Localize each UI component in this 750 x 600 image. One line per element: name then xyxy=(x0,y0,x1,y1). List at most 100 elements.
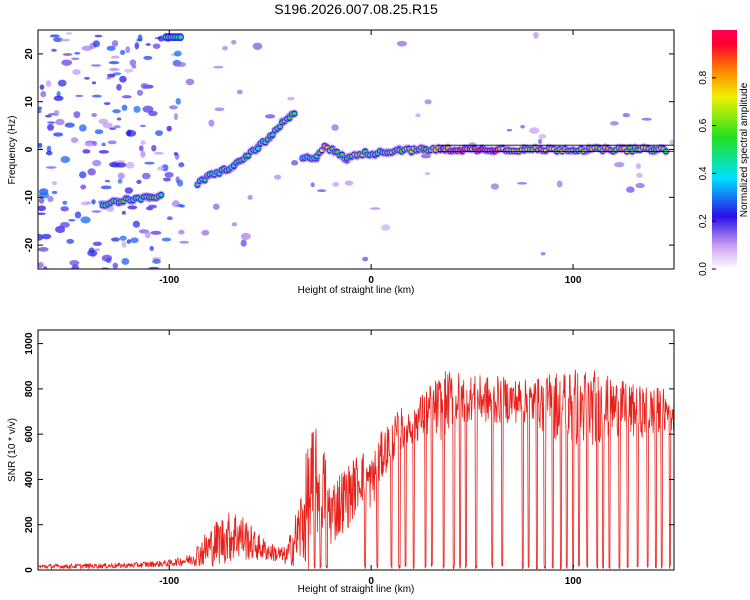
x-tick-label: 0 xyxy=(368,275,374,286)
y-tick-label: 800 xyxy=(24,380,35,397)
colorbar-ticks: 0.0 0.2 0.4 0.6 0.8 xyxy=(698,70,716,276)
snr-y-label: SNR (10 * v/v) xyxy=(7,418,18,482)
noise-speck xyxy=(60,155,71,164)
noise-speck xyxy=(38,233,44,241)
noise-speck xyxy=(316,189,327,193)
noise-speck xyxy=(38,212,46,216)
noise-speck xyxy=(41,233,52,240)
noise-speck xyxy=(87,249,98,257)
noise-speck xyxy=(112,72,122,76)
noise-speck xyxy=(38,143,43,149)
noise-speck xyxy=(212,203,220,210)
noise-speck xyxy=(60,206,69,212)
noise-speck xyxy=(126,129,132,137)
noise-speck xyxy=(538,134,547,139)
spectrogram-y-label: Frequency (Hz) xyxy=(7,116,18,185)
x-tick-label: 0 xyxy=(368,576,374,587)
noise-speck xyxy=(140,140,146,145)
noise-speck xyxy=(247,194,253,200)
noise-speck xyxy=(140,83,148,89)
noise-speck xyxy=(79,124,87,132)
noise-speck xyxy=(107,140,117,145)
noise-speck xyxy=(332,182,340,187)
noise-speck xyxy=(91,210,102,213)
noise-speck xyxy=(415,113,421,118)
y-tick-label: -20 xyxy=(24,237,35,252)
noise-speck xyxy=(162,177,171,182)
noise-speck xyxy=(119,75,127,83)
y-tick-label: 200 xyxy=(24,516,35,533)
noise-speck xyxy=(381,224,391,231)
noise-speck xyxy=(53,37,63,43)
noise-speck xyxy=(121,104,128,111)
noise-speck xyxy=(121,258,130,265)
noise-speck xyxy=(231,39,237,45)
noise-speck xyxy=(635,182,645,189)
noise-speck xyxy=(61,59,73,66)
noise-speck xyxy=(103,102,111,105)
y-tick-label: 600 xyxy=(24,425,35,442)
noise-speck xyxy=(98,118,109,125)
noise-speck xyxy=(636,172,643,179)
x-tick-label: 100 xyxy=(565,275,582,286)
noise-speck xyxy=(141,172,151,180)
noise-speck xyxy=(75,94,84,98)
noise-speck xyxy=(362,256,369,262)
noise-speck xyxy=(113,125,121,129)
noise-speck xyxy=(144,231,151,239)
noise-speck xyxy=(148,206,157,209)
noise-speck xyxy=(40,90,47,98)
noise-speck xyxy=(138,145,144,152)
spectral-ridge xyxy=(98,33,670,211)
noise-speck xyxy=(222,45,228,51)
x-tick-label: 100 xyxy=(565,576,582,587)
noise-speck xyxy=(641,117,652,121)
noise-speck xyxy=(152,258,161,264)
noise-speck xyxy=(132,220,141,228)
ridge-core xyxy=(255,147,261,151)
noise-speck xyxy=(166,125,172,132)
noise-speck xyxy=(175,61,187,67)
noise-speck xyxy=(214,107,225,112)
noise-speck xyxy=(529,127,540,134)
noise-speck xyxy=(396,40,408,47)
noise-speck xyxy=(129,59,137,67)
colorbar-tick-label: 0.8 xyxy=(698,70,709,84)
noise-speck xyxy=(142,105,154,113)
noise-speck xyxy=(38,110,42,114)
noise-speck xyxy=(635,163,641,169)
noise-speck xyxy=(136,179,142,185)
noise-speck xyxy=(74,52,81,55)
noise-speck xyxy=(287,96,295,101)
snr-frame xyxy=(37,329,675,571)
noise-speck xyxy=(153,152,164,155)
noise-speck xyxy=(252,42,263,50)
noise-speck xyxy=(669,139,674,145)
noise-speck xyxy=(38,197,45,204)
noise-speck xyxy=(91,81,97,85)
noise-speck xyxy=(310,182,315,188)
noise-speck xyxy=(231,222,238,227)
noise-speck xyxy=(164,171,174,178)
noise-speck xyxy=(506,128,513,132)
noise-speck xyxy=(175,98,181,105)
noise-speck xyxy=(240,239,247,247)
noise-speck xyxy=(148,110,158,117)
noise-speck xyxy=(91,113,98,118)
noise-speck xyxy=(240,232,251,240)
noise-speck xyxy=(157,166,165,171)
noise-speck xyxy=(125,46,131,54)
noise-speck xyxy=(66,238,75,244)
noise-speck xyxy=(140,150,146,158)
noise-speck xyxy=(94,248,101,251)
ridge-core xyxy=(292,111,297,116)
noise-speck xyxy=(70,57,80,61)
noise-speck xyxy=(622,113,630,118)
noise-speck xyxy=(51,181,57,186)
noise-speck xyxy=(51,190,58,195)
noise-speck xyxy=(161,237,172,242)
